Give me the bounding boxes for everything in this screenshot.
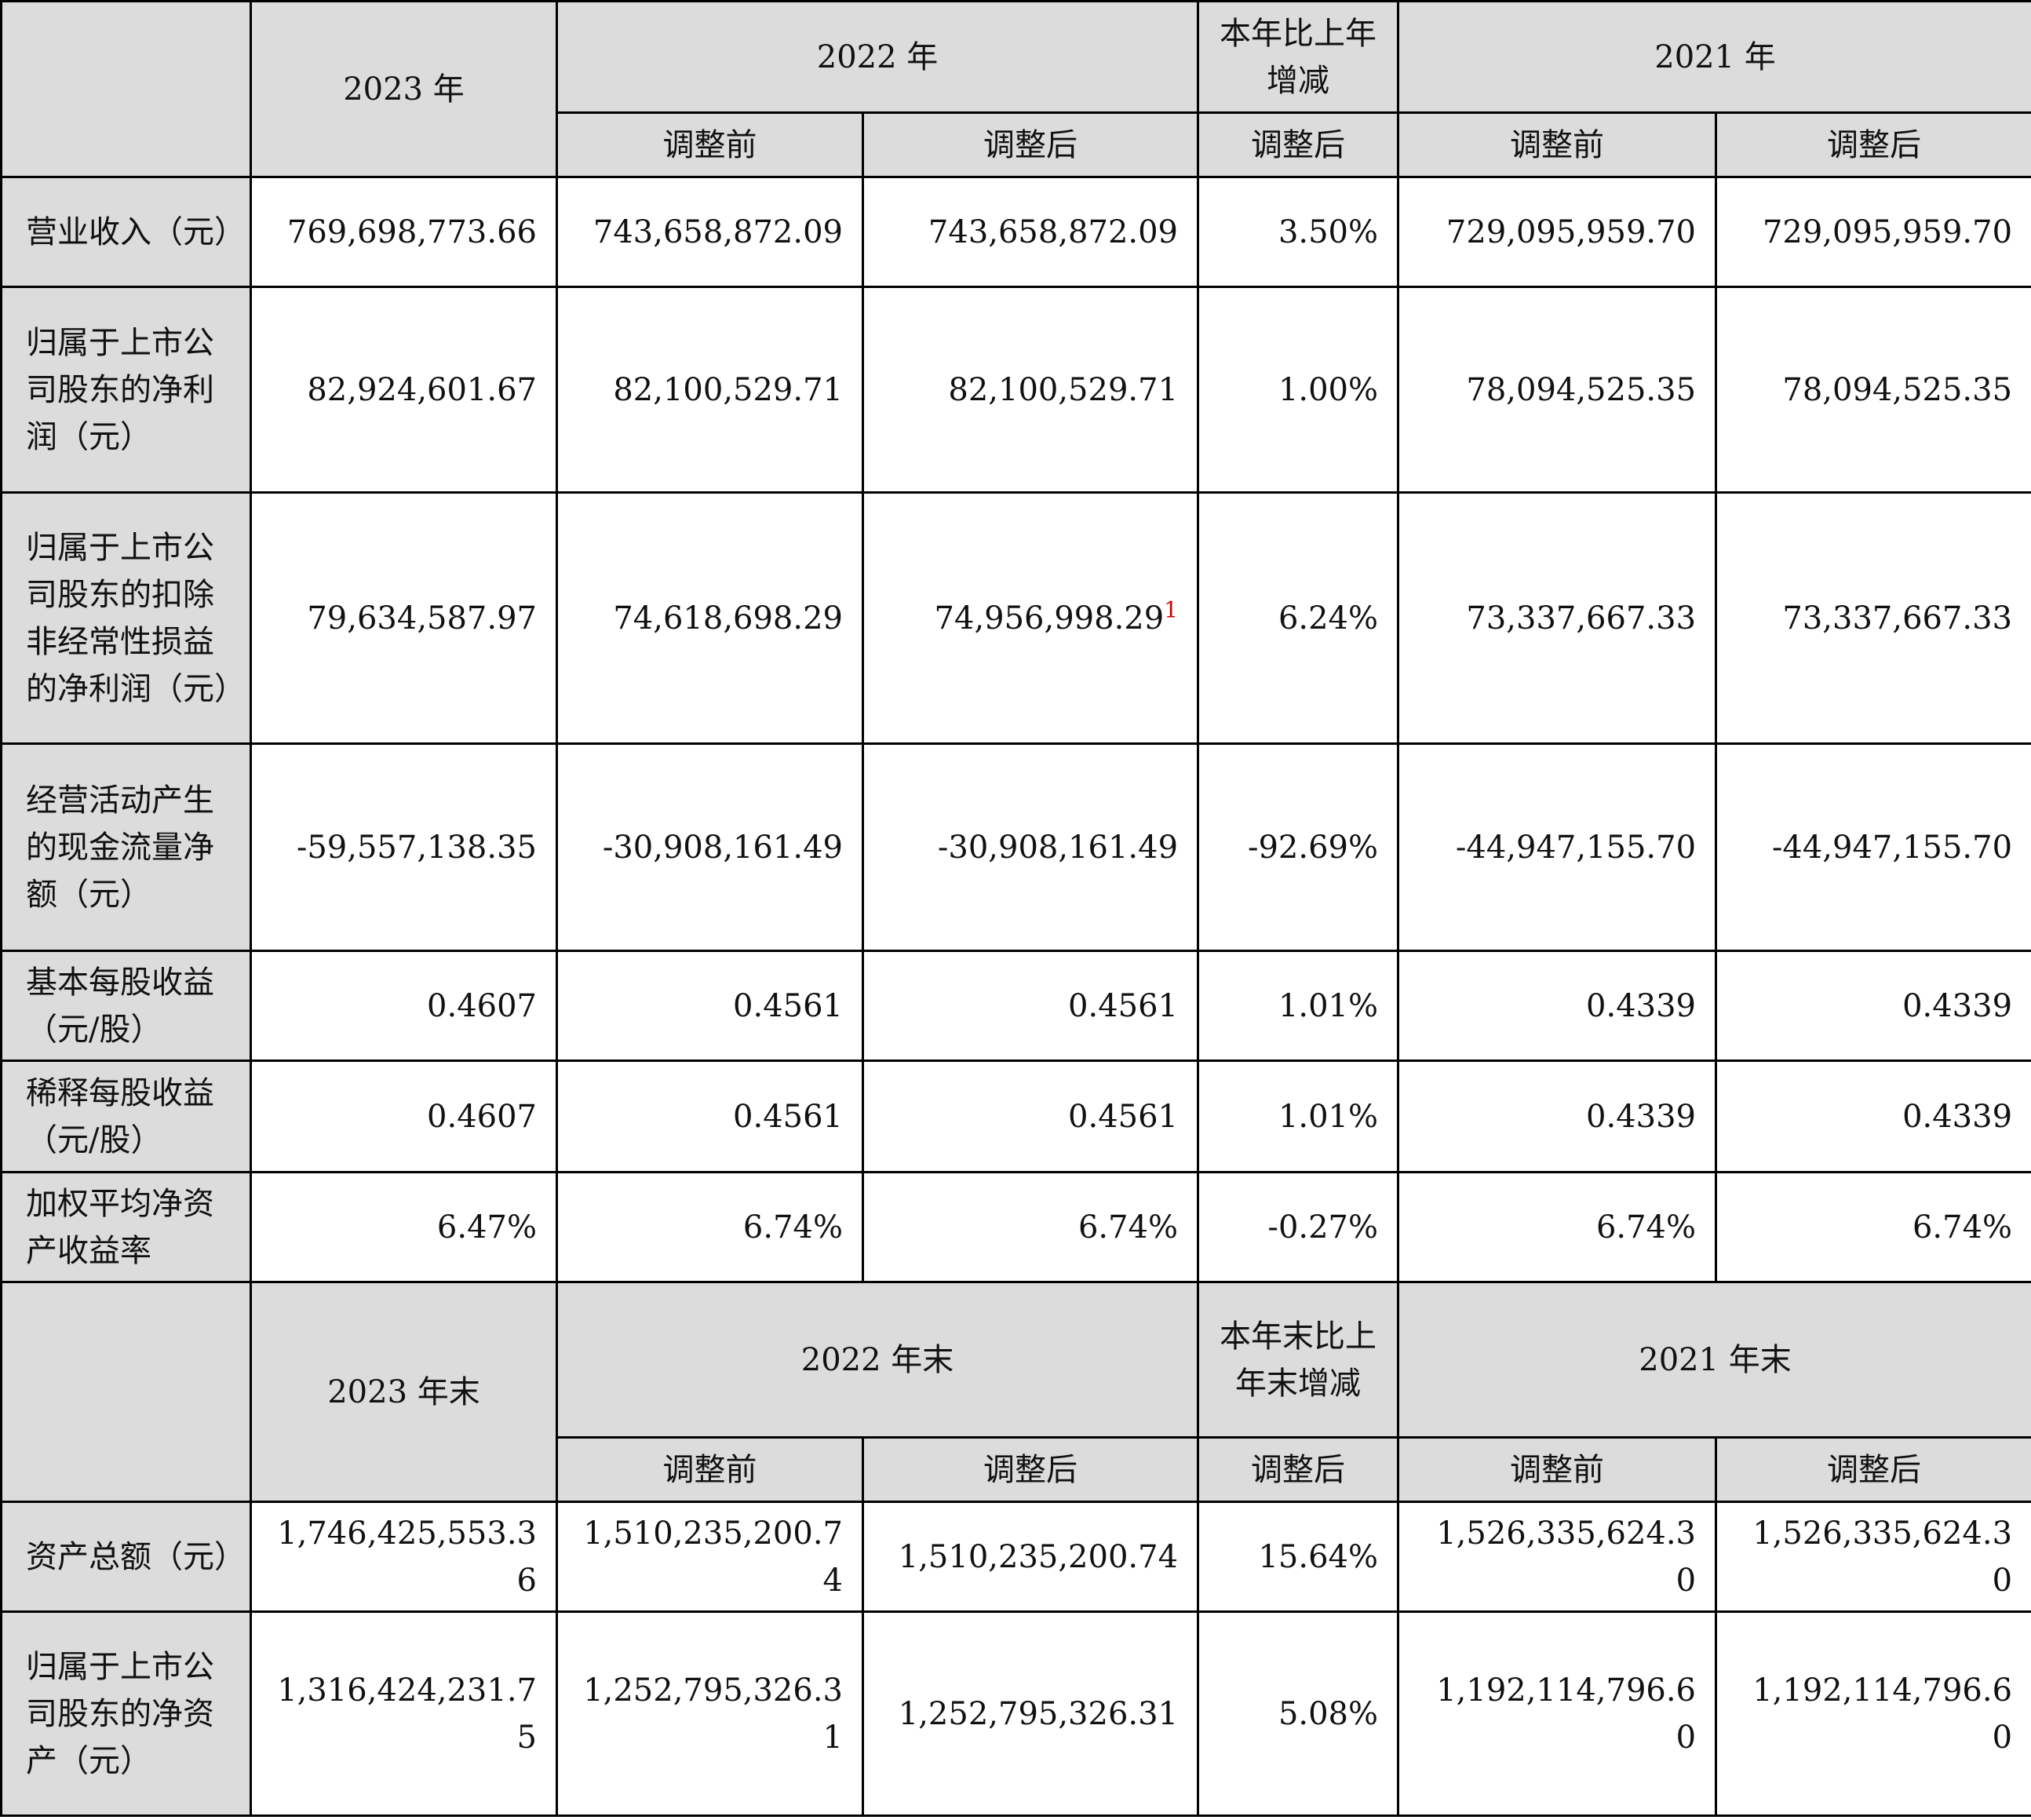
cell-2021-before: 73,337,667.33 [1397, 491, 1718, 745]
header-corner [0, 0, 252, 178]
row-label: 资产总额（元） [0, 1501, 252, 1613]
cell-2022-after: 743,658,872.09 [861, 176, 1200, 288]
header-2021-end: 2021 年末 [1397, 1281, 2031, 1439]
cell-2021-after: 1,526,335,624.30 [1715, 1501, 2031, 1613]
table-row: 资产总额（元） 1,746,425,553.36 1,510,235,200.7… [0, 1501, 2031, 1613]
cell-2021-before: 729,095,959.70 [1397, 176, 1718, 288]
header-2021-after: 调整后 [1715, 111, 2031, 178]
cell-2021-after: 1,192,114,796.60 [1715, 1610, 2031, 1817]
cell-change: 1.01% [1197, 950, 1400, 1062]
cell-2021-before: 78,094,525.35 [1397, 286, 1718, 494]
cell-change: 15.64% [1197, 1501, 1400, 1613]
header-2022-end-before: 调整前 [556, 1436, 864, 1503]
cell-2022-after: 6.74% [861, 1171, 1200, 1283]
cell-2021-before: -44,947,155.70 [1397, 742, 1718, 952]
cell-2021-after: 0.4339 [1715, 1060, 2031, 1173]
cell-2021-after: 729,095,959.70 [1715, 176, 2031, 288]
row-label: 归属于上市公司股东的净利润（元） [0, 286, 252, 494]
cell-2022-before: 0.4561 [556, 1060, 864, 1173]
cell-2022-before: 1,252,795,326.31 [556, 1610, 864, 1817]
cell-2021-after: 0.4339 [1715, 950, 2031, 1062]
header-2021-end-before: 调整前 [1397, 1436, 1718, 1503]
header-corner-2 [0, 1281, 252, 1503]
cell-change: 1.01% [1197, 1060, 1400, 1173]
row-label: 基本每股收益（元/股） [0, 950, 252, 1062]
header-2021-before: 调整前 [1397, 111, 1718, 178]
cell-2022-after: 74,956,998.291 [861, 491, 1200, 745]
header-change: 本年比上年增减 [1197, 0, 1400, 114]
cell-2022-before: 0.4561 [556, 950, 864, 1062]
header-change-end-after: 调整后 [1197, 1436, 1400, 1503]
header-2022-end: 2022 年末 [555, 1281, 1200, 1439]
footnote-marker[interactable]: 1 [1164, 596, 1179, 623]
cell-2021-before: 1,526,335,624.30 [1397, 1501, 1718, 1613]
header-2023-end: 2023 年末 [250, 1281, 558, 1503]
cell-change: 1.00% [1197, 286, 1400, 494]
table-row: 营业收入（元） 769,698,773.66 743,658,872.09 74… [0, 176, 2031, 288]
header-2021: 2021 年 [1397, 0, 2031, 114]
row-label: 营业收入（元） [0, 176, 252, 288]
cell-2021-before: 0.4339 [1397, 1060, 1718, 1173]
cell-2021-after: 6.74% [1715, 1171, 2031, 1283]
cell-2023: 79,634,587.97 [250, 491, 558, 745]
header-2022-end-after: 调整后 [861, 1436, 1200, 1503]
cell-2023: 1,316,424,231.75 [250, 1610, 558, 1817]
table-row: 加权平均净资产收益率 6.47% 6.74% 6.74% -0.27% 6.74… [0, 1171, 2031, 1283]
cell-2021-after: -44,947,155.70 [1715, 742, 2031, 952]
row-label: 归属于上市公司股东的净资产（元） [0, 1610, 252, 1817]
header-change-after: 调整后 [1197, 111, 1400, 178]
cell-2022-after: 1,252,795,326.31 [861, 1610, 1200, 1817]
cell-2022-before: 82,100,529.71 [556, 286, 864, 494]
row-label: 归属于上市公司股东的扣除非经常性损益的净利润（元） [0, 491, 252, 745]
cell-change: -0.27% [1197, 1171, 1400, 1283]
cell-change: 6.24% [1197, 491, 1400, 745]
header-2022-after: 调整后 [861, 111, 1200, 178]
cell-2021-after: 78,094,525.35 [1715, 286, 2031, 494]
cell-2021-before: 1,192,114,796.60 [1397, 1610, 1718, 1817]
cell-2021-after: 73,337,667.33 [1715, 491, 2031, 745]
cell-2022-before: 1,510,235,200.74 [556, 1501, 864, 1613]
table-row: 稀释每股收益（元/股） 0.4607 0.4561 0.4561 1.01% 0… [0, 1060, 2031, 1173]
cell-2022-after: -30,908,161.49 [861, 742, 1200, 952]
table-row: 归属于上市公司股东的扣除非经常性损益的净利润（元） 79,634,587.97 … [0, 491, 2031, 745]
table-row: 基本每股收益（元/股） 0.4607 0.4561 0.4561 1.01% 0… [0, 950, 2031, 1062]
cell-2022-after: 0.4561 [861, 950, 1200, 1062]
cell-2023: 82,924,601.67 [250, 286, 558, 494]
cell-2022-after-value: 74,956,998.29 [934, 600, 1165, 636]
cell-2023: 6.47% [250, 1171, 558, 1283]
cell-2022-after: 1,510,235,200.74 [861, 1501, 1200, 1613]
cell-2022-before: 743,658,872.09 [556, 176, 864, 288]
cell-2022-before: 6.74% [556, 1171, 864, 1283]
cell-2023: 769,698,773.66 [250, 176, 558, 288]
row-label: 经营活动产生的现金流量净额（元） [0, 742, 252, 952]
cell-change: 5.08% [1197, 1610, 1400, 1817]
cell-2022-after: 0.4561 [861, 1060, 1200, 1173]
cell-2023: -59,557,138.35 [250, 742, 558, 952]
header-2023: 2023 年 [250, 0, 558, 178]
row-label: 稀释每股收益（元/股） [0, 1060, 252, 1173]
cell-2022-before: 74,618,698.29 [556, 491, 864, 745]
table-row: 归属于上市公司股东的净资产（元） 1,316,424,231.75 1,252,… [0, 1610, 2031, 1817]
header-2021-end-after: 调整后 [1715, 1436, 2031, 1503]
cell-change: -92.69% [1197, 742, 1400, 952]
cell-2022-after: 82,100,529.71 [861, 286, 1200, 494]
cell-2021-before: 0.4339 [1397, 950, 1718, 1062]
cell-change: 3.50% [1197, 176, 1400, 288]
table-row: 归属于上市公司股东的净利润（元） 82,924,601.67 82,100,52… [0, 286, 2031, 494]
header-2022-before: 调整前 [556, 111, 864, 178]
cell-2023: 1,746,425,553.36 [250, 1501, 558, 1613]
table-row: 经营活动产生的现金流量净额（元） -59,557,138.35 -30,908,… [0, 742, 2031, 952]
cell-2023: 0.4607 [250, 950, 558, 1062]
cell-2021-before: 6.74% [1397, 1171, 1718, 1283]
header-2022: 2022 年 [555, 0, 1200, 114]
row-label: 加权平均净资产收益率 [0, 1171, 252, 1283]
cell-2023: 0.4607 [250, 1060, 558, 1173]
cell-2022-before: -30,908,161.49 [556, 742, 864, 952]
header-change-end: 本年末比上年末增减 [1197, 1281, 1400, 1439]
